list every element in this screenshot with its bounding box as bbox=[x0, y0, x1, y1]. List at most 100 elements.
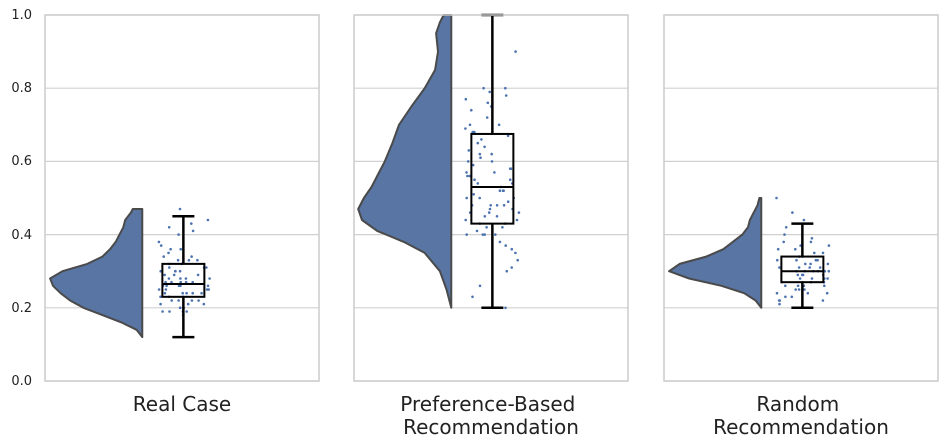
data-point bbox=[802, 218, 806, 222]
data-point bbox=[159, 295, 162, 299]
data-point bbox=[515, 218, 519, 222]
y-tick-label: 0.6 bbox=[11, 154, 32, 169]
data-point bbox=[169, 247, 172, 251]
iqr-box bbox=[161, 262, 206, 298]
data-point bbox=[464, 97, 468, 101]
data-point bbox=[162, 255, 165, 258]
data-point bbox=[165, 284, 168, 288]
data-point bbox=[179, 247, 182, 251]
data-point bbox=[485, 226, 488, 229]
data-point bbox=[808, 266, 811, 269]
data-point bbox=[174, 269, 177, 273]
data-point bbox=[170, 299, 173, 302]
data-point bbox=[205, 266, 208, 269]
data-point bbox=[823, 284, 826, 288]
data-point bbox=[826, 277, 829, 280]
data-point bbox=[791, 211, 794, 214]
data-point bbox=[777, 299, 781, 302]
panel-real-case bbox=[44, 14, 320, 382]
data-point bbox=[784, 226, 788, 229]
data-point bbox=[798, 277, 802, 280]
x-label-line: Recommendation bbox=[713, 415, 889, 439]
data-point bbox=[159, 269, 162, 273]
data-point bbox=[478, 152, 482, 156]
data-point bbox=[784, 284, 787, 288]
data-point bbox=[480, 138, 483, 141]
data-point bbox=[485, 116, 489, 119]
data-point bbox=[827, 244, 831, 247]
data-point bbox=[159, 244, 163, 247]
data-point bbox=[516, 258, 519, 262]
data-point bbox=[506, 134, 510, 138]
data-point bbox=[464, 127, 467, 130]
panel-preference-based bbox=[353, 13, 629, 382]
data-point bbox=[466, 160, 470, 163]
x-label-real-case: Real Case bbox=[133, 392, 231, 416]
x-label-preference-based: Preference-Based Recommendation bbox=[400, 392, 581, 439]
data-point bbox=[478, 284, 482, 288]
data-point bbox=[168, 310, 171, 313]
data-point bbox=[506, 200, 510, 203]
data-point bbox=[502, 204, 506, 207]
data-point bbox=[159, 302, 162, 306]
data-point bbox=[466, 174, 469, 178]
data-point bbox=[163, 273, 166, 277]
data-point bbox=[178, 269, 182, 273]
data-point bbox=[483, 145, 486, 149]
data-point bbox=[468, 123, 472, 127]
data-point bbox=[163, 291, 167, 295]
data-point bbox=[827, 269, 831, 273]
data-point bbox=[164, 280, 167, 284]
data-point bbox=[818, 266, 822, 269]
data-point bbox=[167, 277, 171, 280]
data-point bbox=[809, 240, 813, 244]
data-point bbox=[508, 178, 512, 181]
data-point bbox=[168, 266, 171, 269]
data-point bbox=[794, 288, 797, 291]
data-point bbox=[167, 251, 170, 255]
data-point bbox=[191, 280, 194, 284]
data-point bbox=[514, 251, 517, 255]
data-point bbox=[190, 255, 193, 258]
data-point bbox=[783, 233, 786, 236]
data-point bbox=[200, 291, 203, 295]
data-point bbox=[207, 288, 210, 291]
data-point bbox=[478, 196, 482, 200]
x-label-line: Real Case bbox=[133, 392, 231, 416]
data-point bbox=[517, 211, 521, 214]
data-point bbox=[191, 229, 195, 233]
data-point bbox=[157, 240, 161, 244]
data-point bbox=[501, 189, 505, 192]
iqr-box bbox=[780, 255, 825, 284]
data-point bbox=[202, 302, 206, 306]
data-point bbox=[179, 277, 182, 280]
data-point bbox=[494, 233, 497, 236]
data-point bbox=[493, 171, 496, 174]
data-point bbox=[167, 226, 171, 229]
data-point bbox=[483, 215, 487, 218]
data-point bbox=[810, 237, 814, 240]
data-point bbox=[784, 295, 787, 299]
data-point bbox=[796, 284, 800, 288]
data-point bbox=[482, 86, 485, 90]
data-point bbox=[178, 306, 182, 310]
data-point bbox=[190, 222, 193, 225]
data-point bbox=[816, 258, 819, 262]
y-tick-label: 0.0 bbox=[11, 374, 32, 389]
data-point bbox=[495, 204, 499, 207]
data-point bbox=[825, 291, 829, 295]
data-point bbox=[813, 251, 816, 255]
y-axis-ticks: 0.0 0.2 0.4 0.6 0.8 1.0 bbox=[11, 8, 32, 389]
data-point bbox=[465, 233, 469, 236]
data-point bbox=[498, 189, 502, 192]
data-point bbox=[498, 240, 502, 244]
data-point bbox=[797, 266, 801, 269]
data-point bbox=[821, 251, 825, 255]
y-tick-label: 0.4 bbox=[11, 228, 32, 243]
data-point bbox=[465, 171, 468, 174]
data-point bbox=[514, 50, 517, 53]
data-point bbox=[504, 94, 508, 97]
data-point bbox=[490, 160, 494, 163]
data-point bbox=[504, 86, 507, 90]
